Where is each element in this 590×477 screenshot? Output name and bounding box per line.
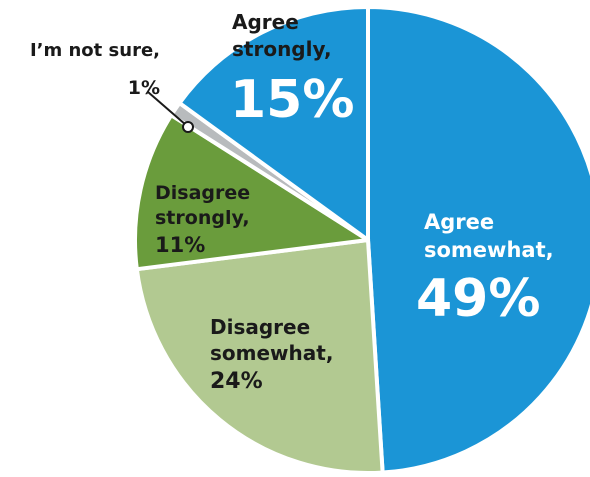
callout-line-not-sure [147,91,187,126]
label-agree-strongly-value: 15% [230,70,354,130]
label-disagree-somewhat-name-1: Disagree [210,315,310,339]
label-not-sure-value: 1% [128,77,160,99]
pie-slice-disagree-somewhat [134,238,385,475]
pie-slice-disagree-strongly [133,113,370,272]
label-disagree-somewhat-value: 24% [210,369,263,394]
label-disagree-somewhat-name-2: somewhat, [210,341,333,365]
label-not-sure-name: I’m not sure, [30,40,160,61]
label-agree-somewhat-name-2: somewhat, [424,238,554,262]
pie-slice-agree-somewhat [366,5,590,475]
label-agree-somewhat-value: 49% [416,269,540,329]
pie-slice-agree-strongly [177,5,370,242]
label-disagree-strongly-value: 11% [155,233,205,257]
label-agree-somewhat-name-1: Agree [424,210,494,234]
label-disagree-strongly-name-2: strongly, [155,207,250,229]
label-agree-strongly-name-1: Agree [232,10,299,34]
pie-slices [133,5,590,475]
callout-dot-not-sure [182,121,194,133]
label-agree-strongly-name-2: strongly, [232,37,332,61]
label-disagree-strongly-name-1: Disagree [155,182,250,204]
